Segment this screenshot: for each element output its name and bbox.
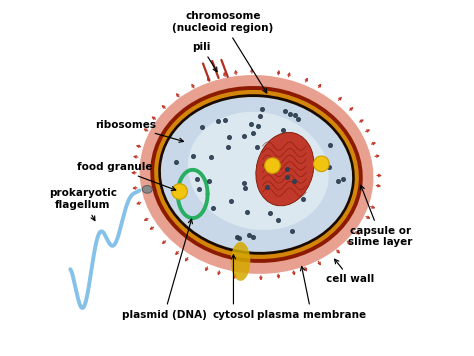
Ellipse shape (142, 185, 152, 193)
Text: prokaryotic
flagellum: prokaryotic flagellum (49, 188, 117, 221)
Ellipse shape (256, 132, 314, 206)
Text: cell wall: cell wall (327, 259, 374, 284)
Point (294, 116, 302, 121)
Point (283, 166, 291, 172)
Point (334, 178, 341, 184)
Point (189, 153, 197, 159)
Point (291, 178, 298, 184)
Point (326, 142, 334, 147)
Point (289, 228, 296, 234)
Circle shape (314, 156, 329, 172)
Point (240, 133, 248, 138)
Point (240, 180, 248, 186)
Point (207, 155, 215, 160)
Point (227, 198, 234, 204)
Point (225, 135, 233, 140)
Point (243, 210, 251, 215)
Point (256, 114, 264, 119)
Point (210, 205, 217, 211)
Point (300, 196, 307, 201)
Point (249, 130, 257, 136)
Ellipse shape (158, 94, 355, 255)
Text: plasmid (DNA): plasmid (DNA) (122, 219, 207, 320)
Point (281, 108, 289, 113)
Point (233, 234, 241, 240)
Point (254, 124, 261, 129)
Point (274, 218, 282, 223)
Ellipse shape (161, 97, 352, 252)
Text: pili: pili (192, 42, 217, 72)
Point (224, 145, 231, 150)
Text: cytosol: cytosol (212, 255, 255, 320)
Text: food granule: food granule (77, 162, 176, 190)
Text: ribosomes: ribosomes (95, 120, 183, 142)
Point (268, 168, 276, 173)
Point (339, 176, 346, 182)
Point (286, 111, 293, 116)
Point (291, 112, 299, 118)
Ellipse shape (150, 86, 363, 263)
Point (283, 174, 291, 180)
Point (249, 234, 257, 240)
Point (214, 118, 222, 124)
Text: plasma membrane: plasma membrane (257, 266, 366, 320)
Point (258, 106, 266, 111)
Point (206, 178, 213, 184)
Ellipse shape (231, 242, 250, 281)
Point (195, 186, 203, 192)
Ellipse shape (154, 90, 359, 259)
Circle shape (264, 158, 280, 173)
Text: capsule or
slime layer: capsule or slime layer (348, 185, 413, 247)
Text: chromosome
(nucleoid region): chromosome (nucleoid region) (172, 11, 273, 93)
Point (194, 176, 201, 182)
Ellipse shape (188, 112, 328, 230)
Point (199, 124, 206, 130)
Point (173, 159, 180, 164)
Point (279, 127, 286, 133)
Point (247, 121, 255, 127)
Point (266, 210, 274, 216)
Point (263, 184, 270, 190)
Point (241, 185, 249, 191)
Point (326, 164, 333, 170)
Point (245, 232, 253, 237)
Point (221, 117, 229, 122)
Ellipse shape (140, 75, 374, 274)
Circle shape (172, 184, 187, 199)
Point (236, 235, 243, 241)
Point (254, 145, 261, 150)
